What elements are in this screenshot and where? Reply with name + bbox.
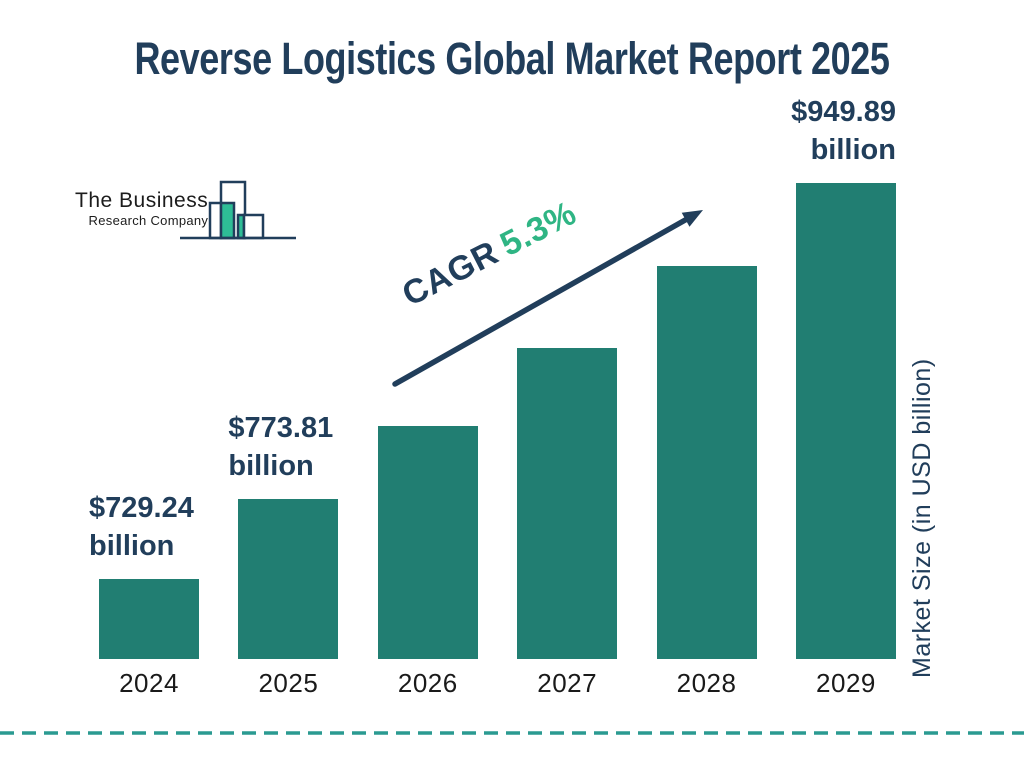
bar-2028 [656, 266, 757, 659]
bar-column-2029: $949.89 billion 2029 [791, 96, 896, 698]
company-logo-text: The Business Research Company [75, 189, 208, 242]
page-title: Reverse Logistics Global Market Report 2… [134, 33, 890, 84]
bar-value-label-2024: $729.24 billion [89, 492, 194, 562]
bar-column-2027: 2027 [517, 165, 618, 698]
x-axis-label-2027: 2027 [537, 668, 598, 698]
x-axis-label-2029: 2029 [816, 668, 876, 698]
bar-chart: $729.24 billion 2024 $773.81 billion 2025 2026… [89, 96, 896, 698]
company-logo: The Business Research Company [75, 176, 297, 242]
bar-2024 [99, 579, 199, 659]
bar-column-2024: $729.24 billion 2024 [89, 165, 199, 698]
x-axis-label-2026: 2026 [397, 668, 458, 698]
bar-2027 [517, 348, 618, 659]
bar-column-2028: 2028 [656, 165, 757, 698]
logo-subname: Research Company [88, 213, 209, 228]
bar-2025 [238, 499, 339, 659]
bar-value-label-2025: $773.81 billion [228, 412, 334, 482]
bar-column-2025: $773.81 billion 2025 [228, 165, 339, 698]
logo-name: The Business [75, 189, 209, 212]
y-axis-label: Market Size (in USD billion) [908, 358, 936, 678]
bottom-dashed-divider [0, 731, 1024, 735]
bar-column-2026: 2026 [377, 165, 478, 698]
bar-value-label-2029: $949.89 billion [791, 96, 896, 166]
x-axis-label-2028: 2028 [676, 668, 737, 698]
x-axis-label-2025: 2025 [258, 668, 319, 698]
cagr-trend-arrow [392, 210, 703, 387]
bar-2026 [377, 426, 478, 659]
bar-chart-logo-icon [180, 180, 297, 240]
bar-2029 [795, 183, 896, 659]
x-axis-label-2024: 2024 [119, 668, 179, 698]
